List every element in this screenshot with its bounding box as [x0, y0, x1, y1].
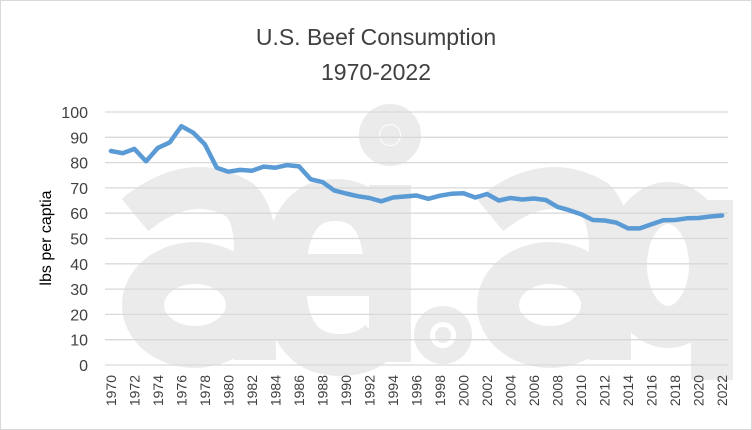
x-tick-label: 2006	[526, 375, 542, 406]
x-tick-label: 1976	[173, 375, 189, 406]
y-tick-label: 10	[70, 333, 88, 350]
x-tick-label: 2022	[714, 375, 730, 406]
x-tick-label: 2002	[479, 375, 495, 406]
x-tick-label: 2000	[456, 375, 472, 406]
x-tick-label: 2020	[691, 375, 707, 406]
y-tick-label: 20	[70, 307, 88, 324]
x-tick-label: 2018	[667, 375, 683, 406]
x-tick-label: 1972	[126, 375, 142, 406]
y-tick-label: 100	[61, 105, 88, 122]
y-tick-label: 30	[70, 282, 88, 299]
x-tick-label: 1980	[220, 375, 236, 406]
chart-subtitle: 1970-2022	[321, 59, 431, 85]
y-tick-label: 50	[70, 232, 88, 249]
x-tick-label: 1998	[432, 375, 448, 406]
y-tick-label: 40	[70, 257, 88, 274]
x-tick-label: 2010	[573, 375, 589, 406]
x-tick-label: 1996	[409, 375, 425, 406]
x-tick-label: 1994	[385, 375, 401, 406]
x-tick-label: 1982	[244, 375, 260, 406]
x-tick-label: 1988	[314, 375, 330, 406]
watermark-logo	[121, 104, 733, 380]
y-tick-label: 60	[70, 206, 88, 223]
x-tick-label: 1990	[338, 375, 354, 406]
x-tick-label: 1992	[361, 375, 377, 406]
y-axis-label: lbs per captia	[38, 190, 55, 285]
x-tick-label: 2014	[620, 375, 636, 406]
x-tick-label: 2004	[503, 375, 519, 406]
x-tick-label: 1986	[291, 375, 307, 406]
x-tick-label: 1984	[267, 375, 283, 406]
x-tick-label: 1974	[150, 375, 166, 406]
y-tick-label: 70	[70, 181, 88, 198]
x-tick-label: 1978	[197, 375, 213, 406]
y-tick-label: 0	[79, 358, 88, 375]
y-tick-label: 90	[70, 130, 88, 147]
chart-title: U.S. Beef Consumption	[256, 24, 496, 50]
x-tick-label: 2016	[644, 375, 660, 406]
y-tick-label: 80	[70, 156, 88, 173]
x-tick-label: 2008	[550, 375, 566, 406]
x-tick-label: 2012	[597, 375, 613, 406]
x-tick-label: 1970	[103, 375, 119, 406]
